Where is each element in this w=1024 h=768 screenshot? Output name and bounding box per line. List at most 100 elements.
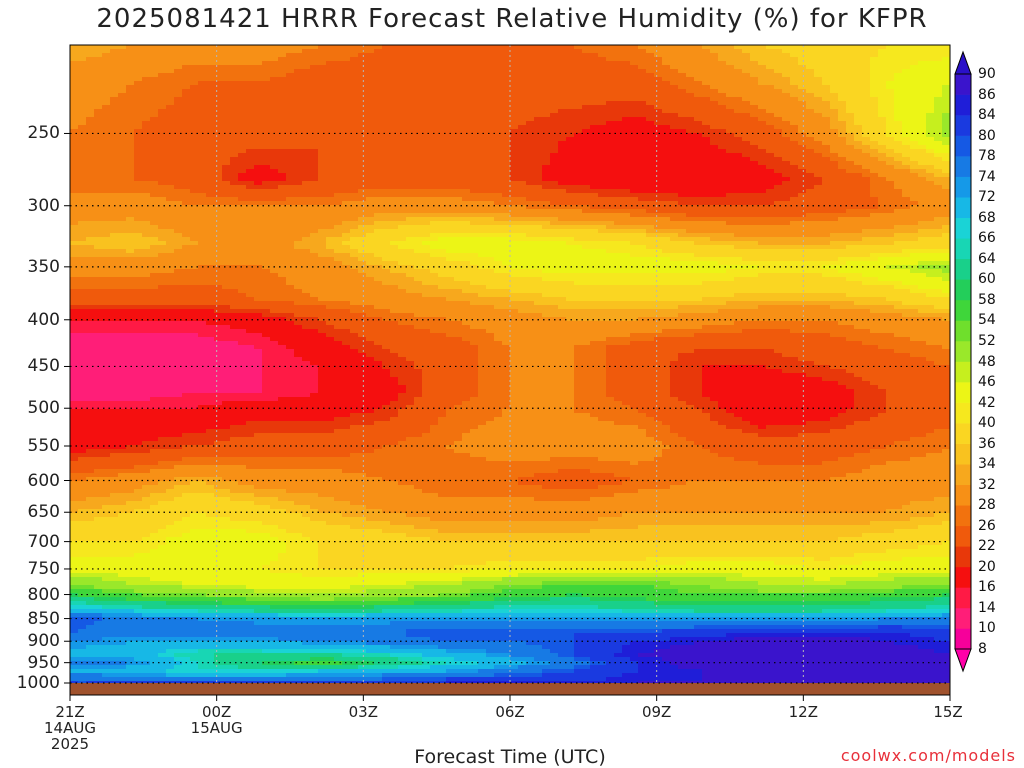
- rh-cell: [254, 249, 263, 254]
- rh-cell: [190, 153, 199, 158]
- rh-cell: [102, 513, 111, 518]
- rh-cell: [270, 521, 279, 526]
- rh-cell: [230, 245, 239, 250]
- rh-cell: [294, 329, 303, 334]
- rh-cell: [294, 393, 303, 398]
- rh-cell: [174, 477, 183, 482]
- rh-cell: [110, 125, 119, 130]
- rh-cell: [134, 161, 143, 166]
- rh-cell: [206, 433, 215, 438]
- rh-cell: [214, 457, 223, 462]
- rh-cell: [158, 501, 167, 506]
- rh-cell: [262, 421, 271, 426]
- rh-cell: [110, 429, 119, 434]
- rh-cell: [158, 289, 167, 294]
- rh-cell: [78, 125, 87, 130]
- rh-cell: [174, 161, 183, 166]
- rh-cell: [190, 445, 199, 450]
- rh-cell: [126, 433, 135, 438]
- rh-cell: [214, 577, 223, 582]
- rh-cell: [158, 593, 167, 598]
- rh-cell: [142, 609, 151, 614]
- rh-cell: [166, 401, 175, 406]
- rh-cell: [310, 565, 319, 570]
- rh-cell: [214, 593, 223, 598]
- rh-cell: [134, 589, 143, 594]
- rh-cell: [302, 589, 311, 594]
- rh-cell: [206, 353, 215, 358]
- rh-cell: [286, 125, 295, 130]
- rh-cell: [150, 493, 159, 498]
- rh-cell: [262, 265, 271, 270]
- rh-cell: [166, 609, 175, 614]
- rh-cell: [246, 89, 255, 94]
- rh-cell: [174, 261, 183, 266]
- rh-cell: [70, 645, 79, 650]
- rh-cell: [182, 293, 191, 298]
- rh-cell: [294, 489, 303, 494]
- rh-cell: [102, 213, 111, 218]
- rh-cell: [198, 529, 207, 534]
- rh-cell: [222, 613, 231, 618]
- rh-cell: [190, 589, 199, 594]
- rh-cell: [302, 293, 311, 298]
- rh-cell: [78, 389, 87, 394]
- rh-cell: [142, 309, 151, 314]
- rh-cell: [158, 101, 167, 106]
- rh-cell: [206, 649, 215, 654]
- rh-cell: [286, 157, 295, 162]
- rh-cell: [158, 265, 167, 270]
- rh-cell: [254, 281, 263, 286]
- rh-cell: [158, 353, 167, 358]
- rh-cell: [198, 201, 207, 206]
- rh-cell: [134, 105, 143, 110]
- rh-cell: [70, 633, 79, 638]
- rh-cell: [150, 89, 159, 94]
- rh-cell: [238, 513, 247, 518]
- rh-cell: [134, 633, 143, 638]
- rh-cell: [158, 677, 167, 682]
- rh-cell: [302, 437, 311, 442]
- rh-cell: [150, 381, 159, 386]
- rh-cell: [262, 681, 271, 683]
- rh-cell: [302, 397, 311, 402]
- rh-cell: [286, 589, 295, 594]
- rh-cell: [78, 561, 87, 566]
- rh-cell: [70, 253, 79, 258]
- rh-cell: [190, 465, 199, 470]
- rh-cell: [158, 133, 167, 138]
- rh-cell: [222, 161, 231, 166]
- rh-cell: [86, 449, 95, 454]
- rh-cell: [294, 65, 303, 70]
- rh-cell: [302, 241, 311, 246]
- rh-cell: [142, 109, 151, 114]
- rh-cell: [230, 337, 239, 342]
- rh-cell: [174, 325, 183, 330]
- rh-cell: [86, 209, 95, 214]
- rh-cell: [166, 501, 175, 506]
- rh-cell: [182, 437, 191, 442]
- rh-cell: [110, 509, 119, 514]
- rh-cell: [110, 81, 119, 86]
- rh-cell: [174, 133, 183, 138]
- rh-cell: [182, 377, 191, 382]
- rh-cell: [190, 181, 199, 186]
- rh-cell: [86, 201, 95, 206]
- rh-cell: [262, 153, 271, 158]
- rh-cell: [302, 369, 311, 374]
- rh-cell: [94, 609, 103, 614]
- rh-cell: [86, 53, 95, 58]
- rh-cell: [86, 309, 95, 314]
- rh-cell: [166, 165, 175, 170]
- rh-cell: [110, 305, 119, 310]
- rh-cell: [294, 649, 303, 654]
- rh-cell: [142, 301, 151, 306]
- rh-cell: [246, 349, 255, 354]
- rh-cell: [246, 497, 255, 502]
- rh-cell: [134, 153, 143, 158]
- rh-cell: [198, 77, 207, 82]
- rh-cell: [310, 421, 319, 426]
- rh-cell: [70, 217, 79, 222]
- rh-cell: [302, 441, 311, 446]
- rh-cell: [78, 177, 87, 182]
